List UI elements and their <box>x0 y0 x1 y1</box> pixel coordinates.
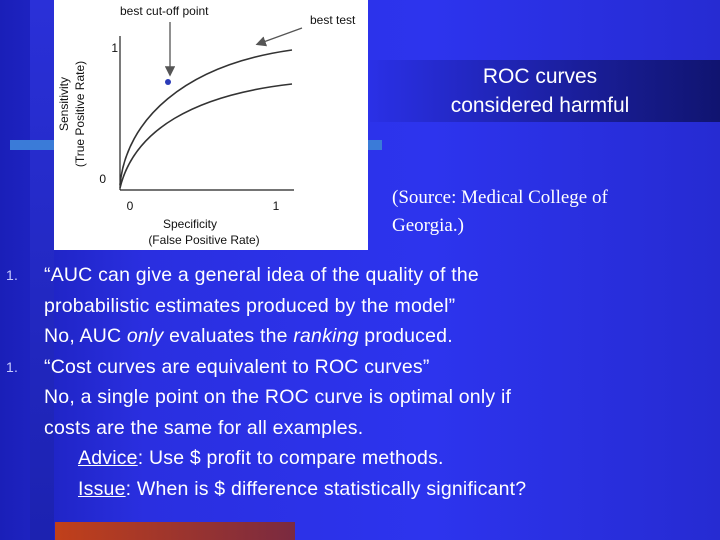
roc-figure: best cut-off point best test 1 0 0 1 Spe… <box>54 0 368 250</box>
issue-text: : When is $ difference statistically sig… <box>125 477 527 500</box>
advice-line: Advice: Use $ profit to compare methods. <box>6 443 711 474</box>
bullet-1-line-1: 1. “AUC can give a general idea of the q… <box>6 260 711 291</box>
bullet-1-reply-ranking: ranking <box>293 325 359 347</box>
roc-curve-outer <box>119 49 293 186</box>
slide-title-line-1: ROC curves <box>482 65 598 88</box>
decor-band-left <box>30 0 54 540</box>
x-axis-sublabel: (False Positive Rate) <box>148 233 259 247</box>
x-axis-label: Specificity <box>163 217 217 231</box>
source-citation: (Source: Medical College of Georgia.) <box>392 184 692 240</box>
advice-text: : Use $ profit to compare methods. <box>137 447 444 469</box>
bullet-2-line-3: costs are the same for all examples. <box>6 413 711 444</box>
bullet-1-text-2: probabilistic estimates produced by the … <box>44 294 456 317</box>
decor-band-bottom <box>55 522 295 540</box>
x-tick-1: 1 <box>273 199 280 213</box>
bullet-2-text-3: costs are the same for all examples. <box>44 416 364 439</box>
optimal-point <box>165 79 171 85</box>
bullet-1-reply-a: No, AUC <box>44 325 127 347</box>
bullet-1-line-2: probabilistic estimates produced by the … <box>6 291 711 322</box>
source-line-2: Georgia.) <box>392 215 464 236</box>
bullet-1-text: “AUC can give a general idea of the qual… <box>44 264 479 286</box>
roc-figure-svg: best cut-off point best test 1 0 0 1 Spe… <box>57 4 356 247</box>
slide-title-line-2: considered harmful <box>450 94 630 117</box>
advice-label: Advice <box>78 447 138 469</box>
bullet-list: 1. “AUC can give a general idea of the q… <box>6 260 711 504</box>
issue-line: Issue: When is $ difference statisticall… <box>6 474 711 505</box>
bullet-1-reply-e: produced. <box>358 325 453 347</box>
bullet-1-line-3: No, AUC only evaluates the ranking produ… <box>6 321 711 352</box>
y-tick-1: 1 <box>111 41 118 55</box>
bullet-2-text: “Cost curves are equivalent to ROC curve… <box>44 355 430 378</box>
x-tick-0: 0 <box>127 199 134 213</box>
bullet-1-reply-only: only <box>126 325 164 347</box>
roc-curve-inner <box>119 83 293 189</box>
annotation-best-cutoff: best cut-off point <box>120 4 209 18</box>
arrow-best-test <box>255 27 303 47</box>
y-axis-label: Sensitivity <box>57 77 71 131</box>
slide-title: ROC curves considered harmful <box>380 62 700 120</box>
bullet-1-reply-c: evaluates the <box>163 325 294 347</box>
y-axis-sublabel: (True Positive Rate) <box>73 61 87 167</box>
decor-band-top <box>370 60 720 122</box>
bullet-2-text-2: No, a single point on the ROC curve is o… <box>44 386 512 408</box>
bullet-number: 1. <box>6 267 19 283</box>
source-line-1: (Source: Medical College of <box>392 187 608 208</box>
annotation-best-test: best test <box>310 13 356 27</box>
issue-label: Issue <box>78 477 126 500</box>
bullet-2-line-1: 1. “Cost curves are equivalent to ROC cu… <box>6 352 711 383</box>
bullet-2-line-2: No, a single point on the ROC curve is o… <box>6 382 711 413</box>
bullet-number: 1. <box>6 358 19 375</box>
y-tick-0: 0 <box>99 172 106 186</box>
